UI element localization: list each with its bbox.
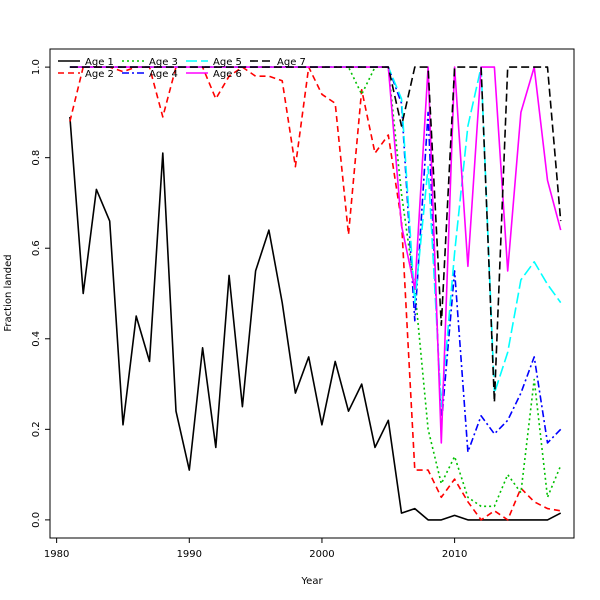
series-group (69, 66, 562, 521)
legend-label-age-4: Age 4 (149, 69, 178, 80)
x-tick-label: 2000 (309, 549, 334, 560)
series-line-age-2 (69, 66, 561, 521)
x-axis-title: Year (300, 576, 323, 587)
plot-frame (49, 48, 575, 539)
x-tick-label: 1990 (177, 549, 202, 560)
legend-label-age-7: Age 7 (277, 57, 306, 68)
legend-label-age-3: Age 3 (149, 57, 178, 68)
y-tick-label: 0.6 (31, 240, 42, 256)
axes-group: 1980 1990 2000 2010 0.0 0.2 0.4 0.6 0.8 1.0 (31, 59, 467, 560)
y-tick-label: 0.0 (31, 512, 42, 528)
series-line-age-3 (69, 66, 562, 508)
y-tick-label: 1.0 (31, 59, 42, 75)
legend-label-age-1: Age 1 (85, 57, 114, 68)
series-line-age-7 (69, 66, 562, 404)
legend-label-age-2: Age 2 (85, 69, 114, 80)
series-line-age-6 (69, 66, 562, 444)
y-tick-label: 0.4 (31, 331, 42, 347)
legend-label-age-5: Age 5 (213, 57, 242, 68)
y-tick-label: 0.8 (31, 150, 42, 166)
y-axis-title: Fraction landed (3, 254, 14, 331)
x-tick-label: 2010 (442, 549, 467, 560)
series-line-age-1 (69, 116, 562, 521)
y-tick-label: 0.2 (31, 421, 42, 437)
x-tick-label: 1980 (44, 549, 69, 560)
legend-label-age-6: Age 6 (213, 69, 242, 80)
